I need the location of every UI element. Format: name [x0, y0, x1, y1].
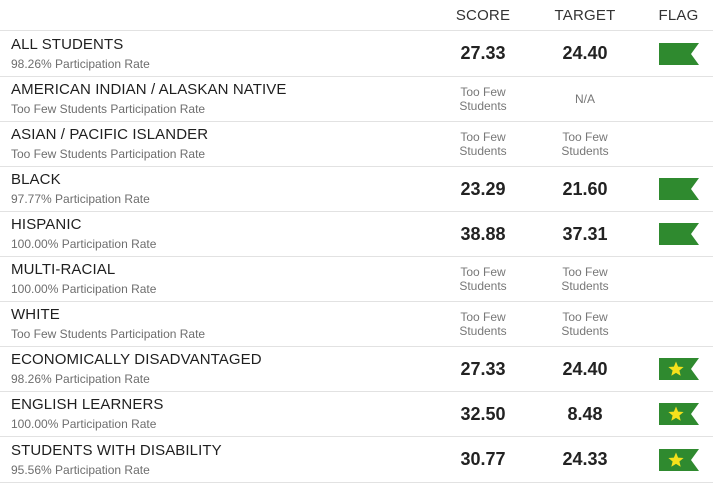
row-label: HISPANIC 100.00% Participation Rate	[0, 216, 440, 252]
header-flag: FLAG	[658, 6, 699, 24]
score-too-few-line1: Too Few	[460, 130, 506, 144]
score-too-few-line2: Students	[459, 144, 507, 158]
group-name: AMERICAN INDIAN / ALASKAN NATIVE	[11, 81, 287, 98]
flag-cell	[644, 42, 713, 65]
target-too-few: Too Few Students	[526, 310, 644, 338]
target-too-few-line2: Students	[561, 144, 609, 158]
participation-rate: 98.26% Participation Rate	[11, 372, 150, 386]
row-label: BLACK 97.77% Participation Rate	[0, 171, 440, 207]
score-too-few: Too Few Students	[440, 265, 526, 293]
table-row: MULTI-RACIAL 100.00% Participation Rate …	[0, 257, 713, 302]
flag-icon	[658, 178, 699, 200]
target-too-few: Too Few Students	[526, 130, 644, 158]
group-name: ENGLISH LEARNERS	[11, 396, 164, 413]
table-row: WHITE Too Few Students Participation Rat…	[0, 302, 713, 347]
table-row: ENGLISH LEARNERS 100.00% Participation R…	[0, 392, 713, 437]
row-label: ECONOMICALLY DISADVANTAGED 98.26% Partic…	[0, 351, 440, 387]
score-value: 30.77	[460, 449, 506, 469]
table-row: ASIAN / PACIFIC ISLANDER Too Few Student…	[0, 122, 713, 167]
row-label: ASIAN / PACIFIC ISLANDER Too Few Student…	[0, 126, 440, 162]
participation-rate: Too Few Students Participation Rate	[11, 327, 206, 341]
table-row: BLACK 97.77% Participation Rate 23.29 21…	[0, 167, 713, 212]
target-value: 24.40	[562, 358, 608, 379]
table-row: HISPANIC 100.00% Participation Rate 38.8…	[0, 212, 713, 257]
participation-rate: 100.00% Participation Rate	[11, 282, 157, 296]
score-too-few: Too Few Students	[440, 310, 526, 338]
score-value: 32.50	[460, 403, 506, 424]
flag-cell	[644, 223, 713, 245]
row-label: ALL STUDENTS 98.26% Participation Rate	[0, 36, 440, 72]
group-name: MULTI-RACIAL	[11, 261, 116, 278]
flag-icon	[658, 42, 699, 65]
flag-cell	[644, 358, 713, 380]
row-label: MULTI-RACIAL 100.00% Participation Rate	[0, 261, 440, 297]
participation-rate: 100.00% Participation Rate	[11, 417, 157, 431]
table-header: SCORE TARGET FLAG	[0, 0, 713, 31]
target-too-few-line2: Students	[561, 279, 609, 293]
row-label: STUDENTS WITH DISABILITY 95.56% Particip…	[0, 442, 440, 478]
target-value: 37.31	[562, 223, 608, 244]
table-row: STUDENTS WITH DISABILITY 95.56% Particip…	[0, 437, 713, 483]
score-too-few: Too Few Students	[440, 85, 526, 113]
flag-cell	[644, 448, 713, 471]
target-na: N/A	[574, 92, 595, 106]
group-name: BLACK	[11, 171, 61, 188]
row-label: ENGLISH LEARNERS 100.00% Participation R…	[0, 396, 440, 432]
target-too-few-line1: Too Few	[562, 130, 608, 144]
score-too-few-line1: Too Few	[460, 310, 506, 324]
target-value: 24.40	[562, 43, 608, 63]
score-too-few-line2: Students	[459, 99, 507, 113]
participation-rate: 100.00% Participation Rate	[11, 237, 157, 251]
participation-rate: 97.77% Participation Rate	[11, 192, 150, 206]
star-flag-icon	[658, 403, 699, 425]
group-name: ASIAN / PACIFIC ISLANDER	[11, 126, 209, 143]
star-flag-icon	[658, 358, 699, 380]
score-value: 27.33	[460, 43, 506, 63]
target-too-few: Too Few Students	[526, 265, 644, 293]
header-target: TARGET	[554, 6, 616, 24]
target-too-few-line1: Too Few	[562, 265, 608, 279]
score-too-few-line2: Students	[459, 324, 507, 338]
group-name: WHITE	[11, 306, 60, 323]
target-value: 24.33	[562, 449, 608, 469]
group-name: ECONOMICALLY DISADVANTAGED	[11, 351, 262, 368]
header-score: SCORE	[455, 6, 511, 24]
target-too-few-line1: Too Few	[562, 310, 608, 324]
group-name: ALL STUDENTS	[11, 35, 124, 53]
target-too-few-line2: Students	[561, 324, 609, 338]
score-too-few: Too Few Students	[440, 130, 526, 158]
participation-rate: Too Few Students Participation Rate	[11, 147, 206, 161]
row-label: AMERICAN INDIAN / ALASKAN NATIVE Too Few…	[0, 81, 440, 117]
participation-rate: 98.26% Participation Rate	[11, 56, 150, 71]
target-value: 21.60	[562, 178, 608, 199]
score-value: 23.29	[460, 178, 506, 199]
score-value: 38.88	[460, 223, 506, 244]
flag-cell	[644, 403, 713, 425]
target-value: 8.48	[567, 403, 603, 424]
participation-rate: 95.56% Participation Rate	[11, 462, 150, 477]
table-row: ALL STUDENTS 98.26% Participation Rate 2…	[0, 31, 713, 77]
flag-icon	[658, 223, 699, 245]
table-row: ECONOMICALLY DISADVANTAGED 98.26% Partic…	[0, 347, 713, 392]
participation-rate: Too Few Students Participation Rate	[11, 102, 206, 116]
table-row: AMERICAN INDIAN / ALASKAN NATIVE Too Few…	[0, 77, 713, 122]
row-label: WHITE Too Few Students Participation Rat…	[0, 306, 440, 342]
score-too-few-line2: Students	[459, 279, 507, 293]
score-value: 27.33	[460, 358, 506, 379]
flag-cell	[644, 178, 713, 200]
score-too-few-line1: Too Few	[460, 265, 506, 279]
group-name: STUDENTS WITH DISABILITY	[11, 441, 222, 459]
group-name: HISPANIC	[11, 216, 82, 233]
star-flag-icon	[658, 448, 699, 471]
score-too-few-line1: Too Few	[460, 85, 506, 99]
